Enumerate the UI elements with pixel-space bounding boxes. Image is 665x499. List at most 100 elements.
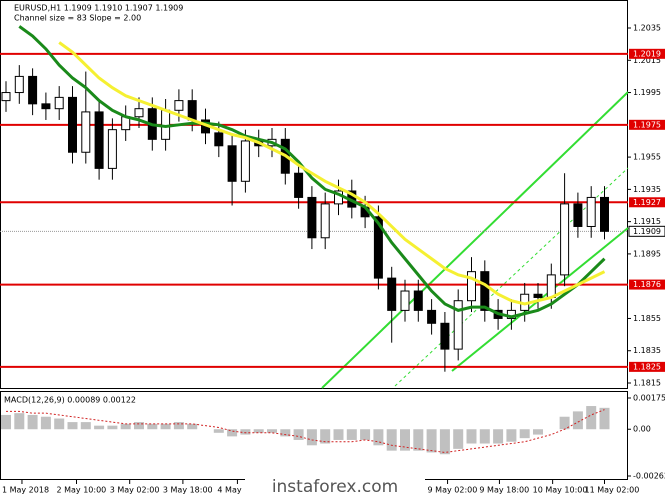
x-tick-label: 3 May 18:00 (163, 486, 213, 495)
candle-body (573, 203, 583, 227)
candle-body (453, 300, 463, 350)
candle-body (227, 145, 237, 182)
candle-body (400, 290, 410, 311)
level-tag (629, 119, 665, 130)
y-tick-label: 1.1935 (633, 185, 661, 194)
macd-bar (293, 429, 304, 440)
candle-body (413, 290, 423, 311)
macd-bar (426, 429, 437, 453)
candle-body (14, 75, 24, 94)
macd-signal (6, 409, 605, 453)
macd-bar (187, 423, 198, 430)
candle-body (586, 196, 596, 227)
level-tag (629, 279, 665, 290)
candle-body (240, 140, 250, 182)
macd-bar (107, 425, 118, 430)
y-tick-label: 1.2035 (633, 24, 661, 33)
candle-body (28, 75, 38, 105)
y-tick-label: 0.00 (633, 425, 651, 434)
level-label: 1.1975 (633, 120, 661, 129)
macd-bar (479, 429, 490, 444)
candle-body (214, 132, 224, 147)
candle-body (546, 274, 556, 298)
y-tick-label: 1.1995 (633, 88, 661, 97)
macd-bar (67, 422, 78, 430)
moving-average (18, 25, 606, 319)
candle-body (373, 216, 383, 279)
macd-bar (506, 429, 517, 442)
level-label: 1.2019 (633, 49, 661, 58)
macd-bar (493, 429, 504, 444)
macd-bar (227, 429, 238, 437)
candle-body (54, 96, 64, 110)
macd-bar (320, 429, 331, 444)
watermark-bg (245, 476, 425, 498)
x-tick-label: 4 May 10:00 (217, 486, 267, 495)
y-tick-label: 1.1895 (633, 249, 661, 258)
level-label: 1.1825 (633, 362, 661, 371)
candle-body (41, 103, 51, 110)
level-tag (629, 48, 665, 59)
symbol-line: EURUSD,H1 1.1909 1.1910 1.1907 1.1909 (14, 4, 183, 13)
x-tick-label: 11 May 02:00 (585, 486, 640, 495)
y-tick-label: 1.1815 (633, 379, 661, 388)
marks: 1.2035 1.2015 1.1995 1.1955 1.1935 1.1915 1.18… (0, 24, 665, 495)
macd-bar (386, 429, 397, 451)
level-tag (629, 361, 665, 372)
macd-bar (413, 429, 424, 451)
macd-bar (94, 425, 105, 430)
macd-bar (519, 429, 530, 439)
macd-bar (160, 423, 171, 430)
candle-body (560, 203, 570, 276)
y-tick-label: 1.1915 (633, 217, 661, 226)
candle-body (320, 203, 330, 239)
candle-body (68, 96, 77, 153)
channel-line: Channel size = 83 Slope = 2.00 (14, 14, 141, 23)
candle-body (107, 129, 117, 169)
macd-bar (120, 423, 131, 430)
macd-bar (599, 407, 610, 430)
macd-bar (453, 429, 464, 449)
macd-bar (134, 422, 144, 430)
candle-body (94, 111, 104, 169)
macd-bar (54, 418, 65, 430)
level-label: 1.1927 (633, 198, 661, 207)
y-tick-label: 1.1955 (633, 153, 661, 162)
macd-bar (240, 429, 251, 435)
macd-title: MACD(12,26,9) 0.00089 0.00122 (4, 396, 136, 405)
candle-body (81, 111, 91, 153)
candle-body (533, 293, 543, 298)
macd-bar (559, 416, 570, 430)
y-tick-label: 1.1855 (633, 314, 661, 323)
candle-body (440, 322, 450, 350)
last-price-tag (628, 225, 665, 237)
x-tick-label: 10 May 10:00 (533, 486, 588, 495)
channel-upper (321, 91, 629, 389)
macd-bar (213, 429, 224, 433)
candle-body (174, 100, 184, 111)
last-price-label: 1.1909 (633, 227, 661, 236)
y-tick-label: 0.00175 (633, 394, 665, 403)
macd-bar (253, 429, 264, 433)
x-tick-label: 1 May 2018 (2, 486, 49, 495)
candle-body (480, 271, 490, 311)
macd-bar (400, 429, 410, 451)
macd-bar (40, 416, 51, 430)
candle-body (307, 196, 317, 239)
y-tick-label: 1.2015 (633, 56, 661, 65)
x-tick-label: 9 May 02:00 (428, 486, 478, 495)
candle-body (1, 92, 11, 102)
x-tick-label: 2 May 10:00 (56, 486, 106, 495)
macd-bar (346, 429, 357, 440)
macd-bar (533, 429, 543, 435)
macd-bar (80, 422, 91, 430)
macd-bar (1, 414, 11, 430)
y-tick-label: 1.1835 (633, 346, 661, 355)
price-panel (0, 0, 628, 389)
candle-body (134, 108, 144, 118)
macd-bar (147, 423, 158, 430)
macd-bar (439, 429, 450, 455)
macd-bar (173, 422, 184, 430)
x-tick-label: 3 May 02:00 (110, 486, 160, 495)
